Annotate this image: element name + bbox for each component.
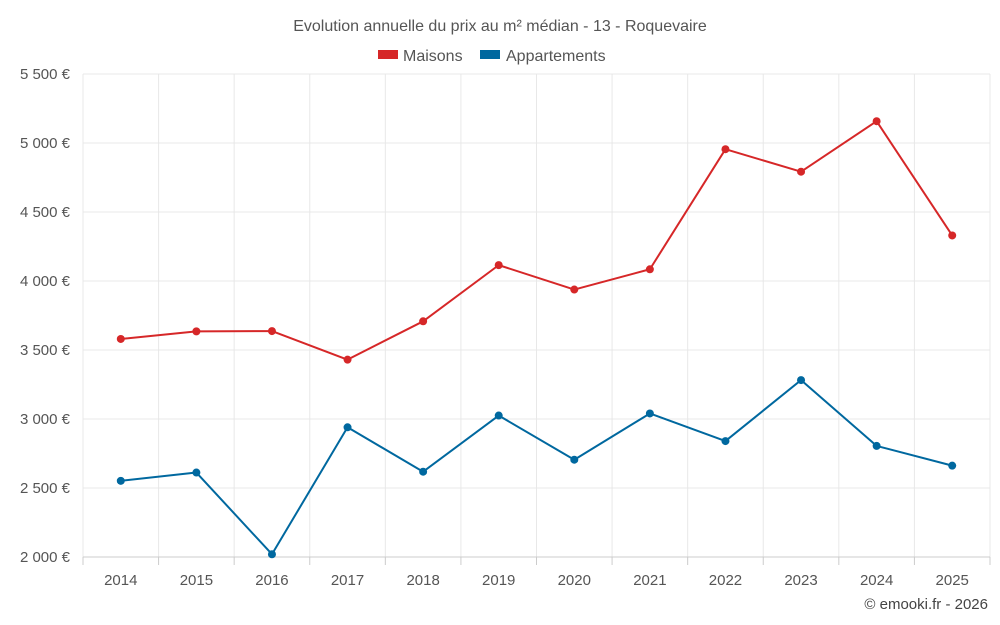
- x-tick-label: 2023: [784, 572, 817, 589]
- x-tick-label: 2024: [860, 572, 893, 589]
- chart-title: Evolution annuelle du prix au m² médian …: [293, 18, 707, 35]
- data-point-appartements[interactable]: [267, 550, 276, 559]
- legend-swatch-maisons: [378, 50, 398, 59]
- data-point-maisons[interactable]: [872, 117, 881, 126]
- legend-item-maisons[interactable]: Maisons: [378, 48, 463, 65]
- legend-swatch-appartements: [480, 50, 500, 59]
- y-tick-label: 3 000 €: [20, 411, 71, 428]
- data-point-maisons[interactable]: [570, 285, 579, 294]
- x-tick-label: 2017: [331, 572, 364, 589]
- y-tick-label: 4 500 €: [20, 204, 71, 221]
- data-point-appartements[interactable]: [419, 467, 428, 476]
- legend-label-maisons: Maisons: [403, 48, 463, 65]
- y-tick-label: 3 500 €: [20, 342, 71, 359]
- data-point-maisons[interactable]: [267, 327, 276, 336]
- y-tick-label: 2 000 €: [20, 549, 71, 566]
- data-point-maisons[interactable]: [721, 145, 730, 154]
- gridlines: [82, 73, 991, 557]
- x-tick-label: 2020: [558, 572, 591, 589]
- data-point-appartements[interactable]: [494, 411, 503, 420]
- data-point-maisons[interactable]: [116, 334, 125, 343]
- data-point-maisons[interactable]: [494, 261, 503, 270]
- y-axis: 2 000 € 2 500 € 3 000 € 3 500 € 4 000 € 4 500…: [20, 66, 71, 566]
- x-tick-label: 2016: [255, 572, 288, 589]
- data-point-appartements[interactable]: [948, 461, 957, 470]
- x-tick-label: 2022: [709, 572, 742, 589]
- data-point-appartements[interactable]: [797, 376, 806, 385]
- series-layer: [116, 117, 957, 559]
- legend: Maisons Appartements: [378, 48, 606, 65]
- credit-text: © emooki.fr - 2026: [864, 596, 988, 613]
- data-point-maisons[interactable]: [419, 317, 428, 326]
- y-tick-label: 5 000 €: [20, 135, 71, 152]
- x-tick-label: 2025: [936, 572, 969, 589]
- data-point-maisons[interactable]: [797, 167, 806, 176]
- y-tick-label: 5 500 €: [20, 66, 71, 83]
- data-point-appartements[interactable]: [872, 441, 881, 450]
- series-line-appartements: [120, 379, 953, 556]
- data-point-maisons[interactable]: [343, 355, 352, 364]
- data-point-appartements[interactable]: [116, 476, 125, 485]
- data-point-appartements[interactable]: [343, 423, 352, 432]
- data-point-maisons[interactable]: [948, 231, 957, 240]
- data-point-appartements[interactable]: [570, 455, 579, 464]
- data-point-appartements[interactable]: [192, 468, 201, 477]
- data-point-appartements[interactable]: [645, 409, 654, 418]
- y-tick-label: 4 000 €: [20, 273, 71, 290]
- x-tick-label: 2018: [406, 572, 439, 589]
- data-point-appartements[interactable]: [721, 437, 730, 446]
- series-line-maisons: [120, 120, 954, 361]
- x-tick-label: 2019: [482, 572, 515, 589]
- data-point-maisons[interactable]: [645, 265, 654, 274]
- x-tick-label: 2021: [633, 572, 666, 589]
- legend-item-appartements[interactable]: Appartements: [480, 48, 606, 65]
- legend-label-appartements: Appartements: [506, 48, 606, 65]
- y-tick-label: 2 500 €: [20, 480, 71, 497]
- data-point-maisons[interactable]: [192, 327, 201, 336]
- x-tick-label: 2015: [180, 572, 213, 589]
- x-tick-label: 2014: [104, 572, 137, 589]
- x-axis: 2014 2015 2016 2017 2018 2019 2020 2021 2022 2023…: [82, 556, 991, 589]
